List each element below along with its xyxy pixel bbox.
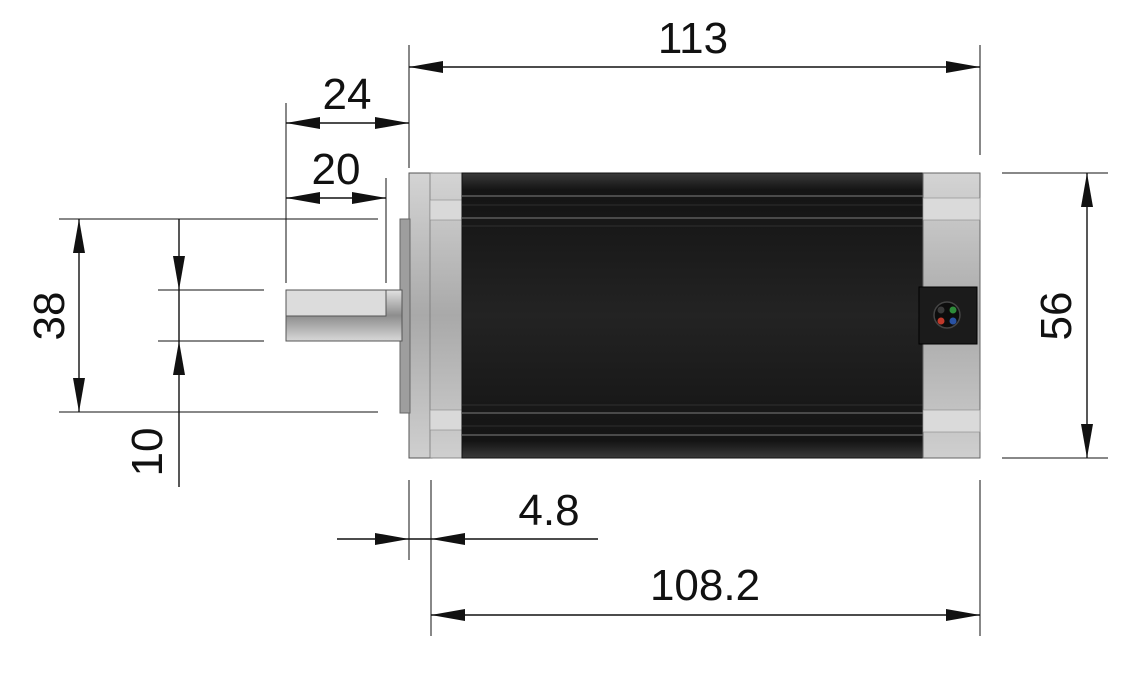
connector-pin [949,306,957,314]
dim-shaft-diameter: 10 [123,428,172,477]
shaft-flat [285,289,387,317]
dim-body-length: 108.2 [650,561,760,610]
extension-lines [59,45,1108,636]
motor-body [461,172,925,459]
connector-socket [933,301,961,329]
dim-boss-diameter: 38 [25,292,74,341]
dim-shaft-length: 24 [323,70,372,119]
dimension-lines [73,61,1093,621]
connector-pin [949,317,957,325]
motor-body-group [285,172,981,459]
dim-overall-length: 113 [658,14,728,63]
dim-flat-length: 20 [312,145,361,194]
dimension-labels: 113 24 20 38 10 56 4.8 108.2 [25,14,1081,610]
front-flange [408,172,433,459]
dim-frame-size: 56 [1032,292,1081,341]
connector-pin [937,306,945,314]
dim-flange-thickness: 4.8 [518,486,579,535]
connector-pin [937,317,945,325]
